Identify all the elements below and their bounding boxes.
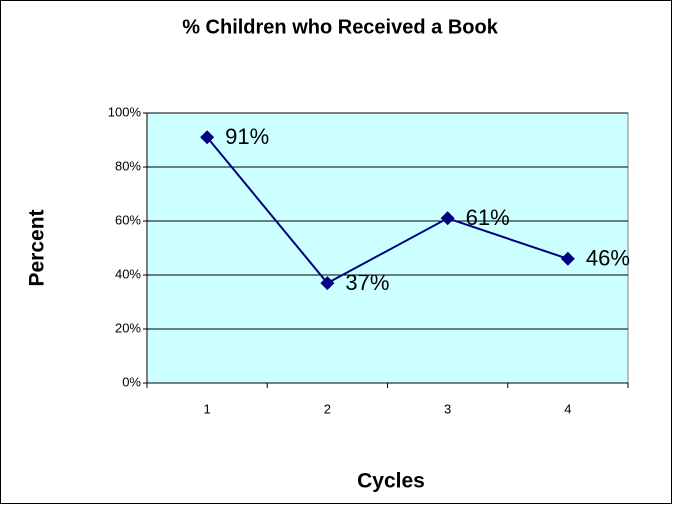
x-tick-label: 4 [564, 401, 571, 416]
y-tick-label: 0% [122, 374, 141, 389]
data-marker [440, 211, 455, 226]
y-tick-label: 40% [115, 266, 141, 281]
plot-area [146, 112, 629, 384]
y-tick-label: 60% [115, 212, 141, 227]
x-tick-label: 1 [204, 401, 211, 416]
data-label: 61% [466, 205, 510, 230]
data-line [206, 136, 569, 285]
data-marker [200, 130, 215, 145]
y-tick-label: 80% [115, 158, 141, 173]
x-axis-label: Cycles [357, 470, 425, 493]
data-label: 46% [586, 246, 630, 271]
data-marker [320, 276, 335, 291]
data-label: 37% [345, 270, 389, 295]
data-marker [560, 251, 575, 266]
y-axis-label: Percent [26, 209, 49, 286]
x-tick-label: 2 [324, 401, 331, 416]
data-label: 91% [225, 124, 269, 149]
y-tick-label: 100% [108, 104, 142, 119]
x-tick-label: 3 [444, 401, 451, 416]
y-tick-label: 20% [115, 320, 141, 335]
chart-title: % Children who Received a Book [182, 16, 499, 38]
